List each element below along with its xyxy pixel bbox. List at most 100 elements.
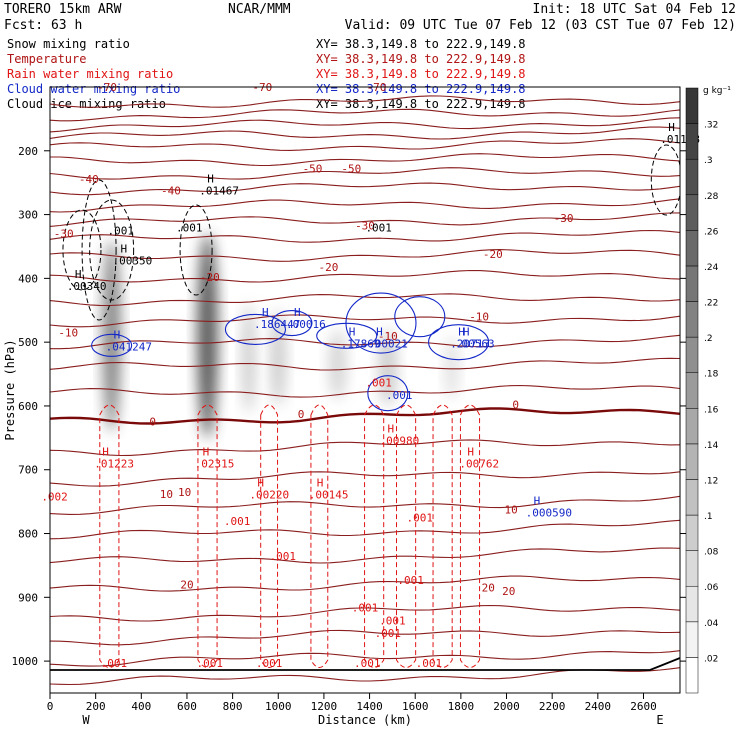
y-tick-label: 700 [18, 464, 38, 477]
init-time: Init: 18 UTC Sat 04 Feb 12 [533, 2, 737, 17]
colorbar-tick-label: .28 [704, 192, 719, 202]
legend-entry-coords: XY= 38.3,149.8 to 222.9,149.8 [316, 97, 526, 111]
x-tick-label: 600 [177, 700, 197, 713]
isotherm-line [50, 127, 680, 139]
x-axis-label: Distance (km) [318, 713, 412, 727]
colorbar-swatch [686, 266, 698, 302]
colorbar-tick-label: .06 [704, 583, 719, 593]
valid-time: Valid: 09 UTC Tue 07 Feb 12 (03 CST Tue … [345, 18, 736, 33]
isotherm-label: -10 [58, 327, 78, 340]
contour-value-label: .001 [397, 574, 424, 587]
x-tick-label: 1400 [356, 700, 383, 713]
contour-value-label: .001 [416, 657, 443, 670]
maximum-value-label: .00021 [368, 337, 408, 350]
maximum-value-label: .01467 [199, 184, 239, 197]
y-tick-label: 1000 [12, 655, 39, 668]
colorbar-units: g kg⁻¹ [703, 86, 731, 96]
colorbar-swatch [686, 444, 698, 480]
colorbar-swatch [686, 408, 698, 444]
legend: Snow mixing ratioXY= 38.3,149.8 to 222.9… [7, 37, 526, 111]
isotherm-line [50, 271, 680, 283]
east-label: E [656, 713, 663, 727]
isotherm-line [50, 118, 680, 132]
cross-section-chart: TORERO 15km ARW NCAR/MMM Init: 18 UTC Sa… [0, 0, 740, 740]
isotherm-line [50, 315, 680, 327]
contour-value-label: .001 [197, 657, 224, 670]
colorbar-swatch [686, 88, 698, 124]
colorbar-tick-label: .08 [704, 548, 719, 558]
x-tick-label: 2000 [493, 700, 520, 713]
isotherm-label: -50 [341, 163, 361, 176]
x-tick-label: 400 [131, 700, 151, 713]
isotherm-label: -20 [200, 271, 220, 284]
colorbar-swatch [686, 657, 698, 693]
colorbar-swatch [686, 337, 698, 373]
x-tick-label: 2400 [585, 700, 612, 713]
isotherm-label: 10 [504, 503, 517, 516]
y-tick-label: 900 [18, 591, 38, 604]
isotherm-label: -30 [554, 212, 574, 225]
colorbar-tick-label: .04 [704, 619, 719, 629]
contour-value-label: .001 [365, 221, 392, 234]
isotherm-label: -30 [54, 228, 74, 241]
colorbar-tick-label: .24 [704, 263, 719, 273]
colorbar-swatch [686, 622, 698, 658]
colorbar-tick-label: .3 [704, 156, 713, 166]
legend-entry-name: Temperature [7, 52, 86, 66]
isotherm-label: -40 [161, 184, 181, 197]
maximum-value-label: .00980 [380, 434, 420, 447]
isotherm-line [50, 183, 680, 195]
contour-value-label: .001 [386, 389, 413, 402]
contour-value-label: .001 [375, 627, 402, 640]
legend-entry-name: Rain water mixing ratio [7, 67, 173, 81]
isotherm-label: 10 [160, 488, 173, 501]
colorbar-swatch [686, 586, 698, 622]
y-tick-label: 300 [18, 209, 38, 222]
isotherm-label: -20 [483, 248, 503, 261]
snow-shading [103, 234, 459, 438]
colorbar-swatch [686, 124, 698, 160]
isotherm-label: 20 [180, 579, 193, 592]
maximum-value-label: .041247 [106, 341, 152, 354]
maximum-value-label: .00762 [459, 457, 499, 470]
contour-value-label: .001 [176, 221, 203, 234]
colorbar-tick-label: .1 [704, 512, 713, 522]
x-tick-label: 1200 [311, 700, 338, 713]
legend-entry-coords: XY= 38.3,149.8 to 222.9,149.8 [316, 37, 526, 51]
isotherm-label: 20 [502, 585, 515, 598]
colorbar-swatch [686, 479, 698, 515]
isotherm-label: 20 [482, 582, 495, 595]
west-label: W [82, 713, 90, 727]
colorbar-swatch [686, 373, 698, 409]
colorbar-swatch [686, 159, 698, 195]
contour-value-label: .001 [108, 225, 135, 238]
y-tick-label: 200 [18, 145, 38, 158]
isotherm-line [50, 109, 680, 121]
colorbar: .02.04.06.08.1.12.14.16.18.2.22.24.26.28… [686, 88, 719, 693]
contour-value-label: .001 [407, 512, 434, 525]
model-title: TORERO 15km ARW [4, 2, 122, 17]
colorbar-tick-label: .16 [704, 405, 719, 415]
isotherm-label: 10 [178, 486, 191, 499]
legend-entry-coords: XY= 38.3,149.8 to 222.9,149.8 [316, 82, 526, 96]
contour-value-label: .001 [352, 602, 379, 615]
x-tick-label: 2600 [630, 700, 657, 713]
rain-water-contour [433, 405, 452, 668]
colorbar-swatch [686, 195, 698, 231]
colorbar-tick-label: .26 [704, 227, 719, 237]
colorbar-tick-label: .14 [704, 441, 719, 451]
colorbar-tick-label: .22 [704, 299, 718, 309]
y-tick-label: 400 [18, 272, 38, 285]
x-tick-label: 1800 [448, 700, 475, 713]
y-tick-label: 500 [18, 336, 38, 349]
colorbar-tick-label: .32 [704, 121, 718, 131]
x-tick-label: 1000 [265, 700, 292, 713]
x-tick-label: 800 [223, 700, 243, 713]
colorbar-tick-label: .2 [704, 334, 713, 344]
maximum-value-label: .00563 [455, 337, 495, 350]
maximum-value-label: .00016 [286, 318, 326, 331]
colorbar-swatch [686, 302, 698, 338]
rain-water-contour [261, 405, 278, 668]
contour-value-label: .001 [354, 657, 381, 670]
isotherm-label: 0 [149, 415, 156, 428]
